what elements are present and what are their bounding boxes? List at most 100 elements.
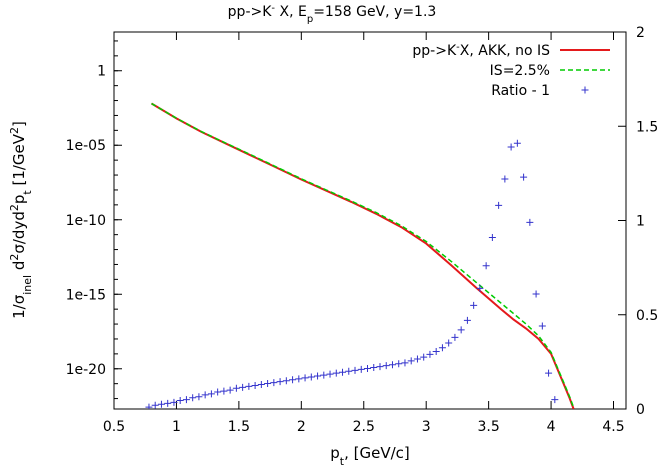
data-point [170, 398, 178, 406]
data-point [232, 384, 240, 392]
data-point [538, 322, 546, 330]
data-point [357, 365, 365, 373]
data-point [438, 344, 446, 352]
y-axis-title: 1/σinel d2σ/dyd2pt [1/GeV2] [8, 121, 34, 319]
data-point [476, 284, 484, 292]
legend-label: pp->K-X, AKK, no IS [412, 42, 550, 60]
x-tick-label: 1.5 [228, 419, 250, 435]
text-part: ] [10, 121, 28, 127]
data-point [320, 371, 328, 379]
data-point [207, 390, 215, 398]
data-point [314, 372, 322, 380]
text-part: pp->K [412, 43, 457, 59]
text-part: t [340, 455, 345, 468]
data-point [388, 361, 396, 369]
data-point [482, 262, 490, 270]
data-point [370, 364, 378, 372]
text-part: σ/dyd [10, 211, 28, 253]
text-part: 2 [8, 254, 21, 261]
text-part: - [271, 3, 275, 14]
data-point [257, 380, 265, 388]
data-point [214, 388, 222, 396]
data-point [289, 376, 297, 384]
text-part: - [456, 42, 460, 53]
data-point [270, 379, 278, 387]
data-point [151, 401, 159, 409]
data-point [382, 362, 390, 370]
data-point [339, 368, 347, 376]
data-point [376, 363, 384, 371]
y-tick-label: 1 [97, 64, 106, 80]
data-point [307, 373, 315, 381]
y-tick-label: 1e-20 [66, 362, 106, 378]
data-point [276, 378, 284, 386]
y-tick-label: 1e-15 [66, 287, 106, 303]
data-point [513, 139, 521, 147]
data-point [332, 369, 340, 377]
x-tick-label: 2 [297, 419, 306, 435]
y-axis: 1 1e-05 1e-10 1e-15 1e-20 [66, 40, 122, 400]
x-axis: 0.5 1 1.5 2 2.5 3 3.5 4 4.5 [103, 32, 625, 435]
data-point [532, 290, 540, 298]
x-tick-label: 3.5 [478, 419, 500, 435]
data-point [526, 218, 534, 226]
data-point [407, 357, 415, 365]
text-part: d [10, 261, 28, 275]
data-point [451, 333, 459, 341]
data-point [164, 399, 172, 407]
data-point [189, 394, 197, 402]
data-point [470, 301, 478, 309]
text-part: IS=2.5% [490, 63, 550, 79]
series-layer [145, 102, 575, 409]
data-point [157, 400, 165, 408]
data-point [282, 377, 290, 385]
y2-tick-label: 2 [636, 25, 645, 41]
y2-tick-label: 0.5 [636, 308, 658, 324]
data-point [413, 355, 421, 363]
text-part: p [10, 195, 28, 205]
data-point [220, 387, 228, 395]
data-point [432, 348, 440, 356]
data-point [401, 359, 409, 367]
text-part: X, AKK, no IS [460, 43, 550, 59]
data-point [195, 393, 203, 401]
data-point [239, 383, 247, 391]
legend-label: IS=2.5% [490, 63, 550, 79]
data-point [488, 233, 496, 241]
y-tick-label: 1e-10 [66, 213, 106, 229]
y-tick-label: 1e-05 [66, 138, 106, 154]
y2-tick-label: 0 [636, 402, 645, 418]
x-tick-label: 4 [547, 419, 556, 435]
y2-tick-label: 1.5 [636, 119, 658, 135]
text-part: 2 [8, 127, 21, 134]
data-point [245, 382, 253, 390]
x-axis-title: pt, [GeV/c] [330, 444, 410, 468]
data-point [463, 316, 471, 324]
legend: pp->K-X, AKK, no IS IS=2.5% Ratio - 1 [412, 42, 610, 99]
text-part: inel [21, 275, 34, 295]
data-point [351, 366, 359, 374]
text-part: p [307, 14, 313, 25]
x-tick-label: 2.5 [353, 419, 375, 435]
data-point [445, 339, 453, 347]
data-point [426, 350, 434, 358]
text-part: Ratio - 1 [491, 83, 550, 99]
text-part: X, E [275, 4, 307, 20]
text-part: 1/σ [10, 294, 28, 319]
data-point [301, 374, 309, 382]
text-part: pp->K [228, 4, 273, 20]
series-is-line [151, 102, 575, 408]
data-point [420, 353, 428, 361]
data-point [264, 380, 272, 388]
data-point [501, 175, 509, 183]
data-point [495, 201, 503, 209]
legend-sample-points [581, 86, 589, 94]
data-point [176, 397, 184, 405]
data-point [520, 173, 528, 181]
chart-title: pp->K- X, Ep=158 GeV, y=1.3 [228, 3, 437, 25]
data-point [545, 369, 553, 377]
x-tick-label: 0.5 [103, 419, 125, 435]
text-part: t [21, 190, 34, 195]
data-point [364, 364, 372, 372]
